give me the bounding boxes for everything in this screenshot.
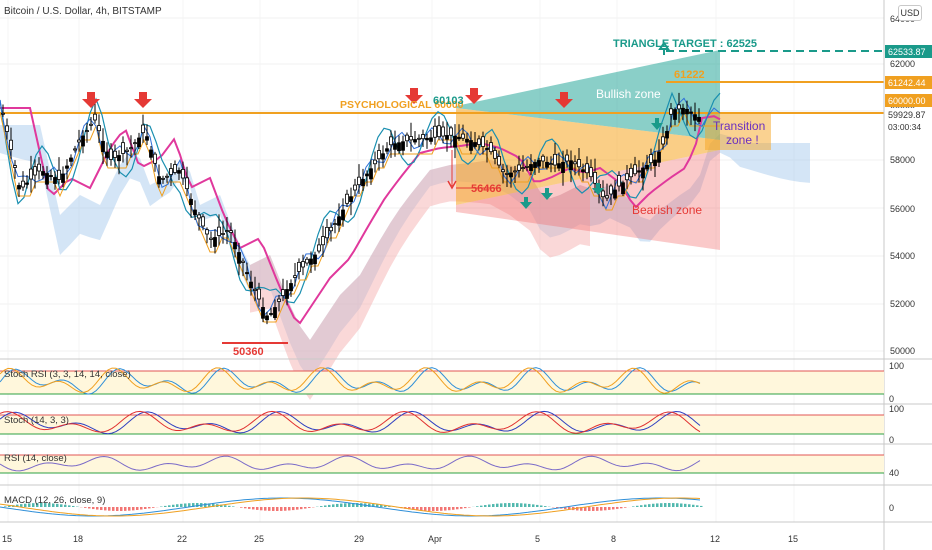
target-arrow-icon [658,41,670,55]
bullish-zone-shape [456,50,720,140]
time-tick: 29 [354,534,364,544]
level-56466-text: 56466 [471,183,502,195]
stoch-label: Stoch (14, 3, 3) [4,415,69,426]
psychological-text: PSYCHOLOGICAL 60000 [340,99,464,111]
price-tick: 54000 [890,251,915,261]
price-candles [1,92,701,325]
bearish-zone-shape [456,150,720,250]
rsi-tick-40: 40 [889,468,899,478]
stoch-rsi-d-line [0,367,701,394]
orange-tag-text: 61242.44 [888,78,926,88]
macd-tick-0: 0 [889,503,894,513]
time-tick: 18 [73,534,83,544]
time-tick: 15 [2,534,12,544]
price-tick: 50000 [890,346,915,356]
stoch-tick-100: 100 [889,404,904,414]
down-arrow-icon [465,88,483,104]
price-tick: 58000 [890,155,915,165]
time-tick: Apr [428,534,442,544]
time-axis[interactable]: 15 18 22 25 29 Apr 5 8 12 15 [2,534,798,544]
transition-zone-shape [456,108,720,205]
orange-tag [885,76,932,89]
stoch-d-line [0,410,701,434]
rsi-band [0,455,884,473]
down-arrow-icon [134,92,152,108]
rsi-line [0,455,701,472]
level-61222-text: 61222 [674,69,705,81]
currency-button[interactable]: USD [898,5,922,21]
macd-line [0,497,701,517]
time-tick: 12 [710,534,720,544]
resistance-tag [885,94,932,107]
down-arrow-icon [555,92,573,108]
stoch-tick-0: 0 [889,435,894,445]
last-price-tag-text: 59929.87 [888,110,926,120]
stoch-rsi-k-line [0,367,701,395]
target-tag [885,45,932,58]
macd-signal-line [0,497,701,517]
down-arrow-icon [82,92,100,108]
level-60103-text: 60103 [433,95,464,107]
level-50360-text: 50360 [233,346,264,358]
price-tick: 52000 [890,299,915,309]
transition-zone-text-1: Transition [713,119,765,133]
price-tick: 56000 [890,204,915,214]
triangle-target-text: TRIANGLE TARGET : 62525 [613,38,757,50]
last-price-tag [885,108,932,121]
price-tick: 62000 [890,59,915,69]
bearish-zone-text: Bearish zone [632,203,702,217]
rsi-label: RSI (14, close) [4,453,67,464]
up-arrow-icon [541,188,553,200]
time-tick: 15 [788,534,798,544]
indicator-lines [0,91,721,325]
symbol-title: Bitcoin / U.S. Dollar, 4h, BITSTAMP [4,6,162,17]
price-axis[interactable]: 64000 62000 60000 58000 56000 54000 5200… [890,14,915,356]
macd-histogram [0,503,703,511]
up-arrow-icon [592,183,604,195]
stoch-rsi-tick-0: 0 [889,394,894,404]
drop-arrow-icon [447,180,457,190]
buy-arrow-markers [520,118,663,209]
bullish-zone-text: Bullish zone [596,87,661,101]
price-grid [0,0,884,522]
stoch-rsi-tick-100: 100 [889,361,904,371]
macd-label: MACD (12, 26, close, 9) [4,495,105,506]
up-arrow-icon [520,197,532,209]
time-tick: 25 [254,534,264,544]
up-arrow-icon [651,118,663,130]
stoch-band [0,415,884,434]
target-tag-text: 62533.87 [888,47,926,57]
time-tick: 22 [177,534,187,544]
time-tick: 8 [611,534,616,544]
down-arrow-icon [405,88,423,104]
stoch-rsi-label: Stoch RSI (3, 3, 14, 14, close) [4,369,131,380]
resistance-tag-text: 60000.00 [888,96,926,106]
time-tick: 5 [535,534,540,544]
transition-zone-text-2: zone ! [726,133,759,147]
sell-arrow-markers [82,88,573,108]
bar-countdown: 03:00:34 [888,122,922,132]
